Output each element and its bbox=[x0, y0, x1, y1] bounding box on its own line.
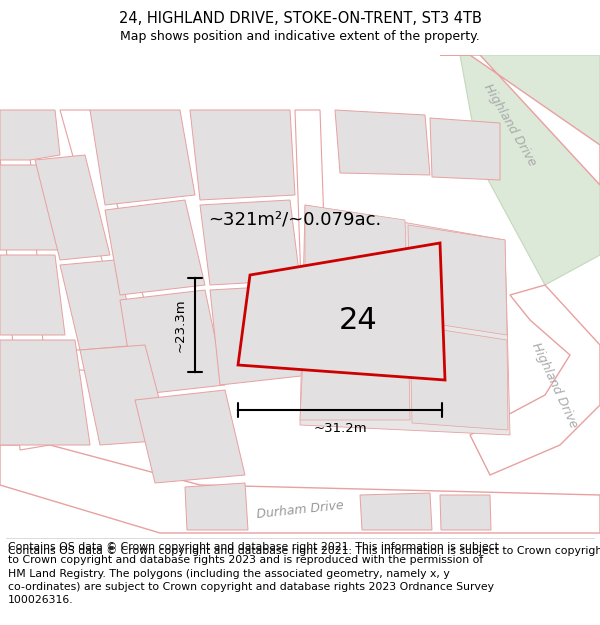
Polygon shape bbox=[295, 110, 330, 400]
Polygon shape bbox=[0, 110, 60, 160]
Polygon shape bbox=[0, 255, 65, 335]
Text: Highland Drive: Highland Drive bbox=[529, 340, 581, 430]
Text: ~31.2m: ~31.2m bbox=[313, 422, 367, 435]
Polygon shape bbox=[210, 285, 310, 385]
Polygon shape bbox=[105, 200, 205, 295]
Text: Contains OS data © Crown copyright and database right 2021. This information is : Contains OS data © Crown copyright and d… bbox=[8, 542, 499, 605]
Polygon shape bbox=[0, 445, 600, 533]
Polygon shape bbox=[470, 285, 600, 475]
Polygon shape bbox=[360, 493, 432, 530]
Polygon shape bbox=[0, 155, 50, 450]
Polygon shape bbox=[80, 345, 170, 445]
Polygon shape bbox=[238, 243, 445, 380]
Polygon shape bbox=[440, 495, 491, 530]
Polygon shape bbox=[430, 118, 500, 180]
Polygon shape bbox=[200, 200, 300, 285]
Polygon shape bbox=[120, 290, 225, 395]
Text: Map shows position and indicative extent of the property.: Map shows position and indicative extent… bbox=[120, 30, 480, 43]
Text: ~321m²/~0.079ac.: ~321m²/~0.079ac. bbox=[208, 211, 382, 229]
Polygon shape bbox=[300, 315, 410, 420]
Polygon shape bbox=[410, 325, 508, 430]
Polygon shape bbox=[408, 225, 507, 335]
Text: 24: 24 bbox=[339, 306, 377, 335]
Text: Highland Drive: Highland Drive bbox=[481, 81, 539, 169]
Polygon shape bbox=[0, 340, 90, 445]
Polygon shape bbox=[60, 110, 160, 360]
Polygon shape bbox=[305, 205, 408, 315]
Polygon shape bbox=[190, 110, 295, 200]
Text: ~23.3m: ~23.3m bbox=[174, 298, 187, 352]
Polygon shape bbox=[440, 55, 600, 185]
Polygon shape bbox=[0, 345, 160, 375]
Polygon shape bbox=[0, 165, 70, 250]
Polygon shape bbox=[185, 483, 248, 530]
Polygon shape bbox=[60, 260, 140, 350]
Polygon shape bbox=[335, 110, 430, 175]
Polygon shape bbox=[460, 55, 600, 285]
Text: 24, HIGHLAND DRIVE, STOKE-ON-TRENT, ST3 4TB: 24, HIGHLAND DRIVE, STOKE-ON-TRENT, ST3 … bbox=[119, 11, 481, 26]
Polygon shape bbox=[135, 390, 245, 483]
Polygon shape bbox=[90, 110, 195, 205]
Polygon shape bbox=[35, 155, 110, 260]
Polygon shape bbox=[300, 205, 510, 435]
Text: Durham Drive: Durham Drive bbox=[256, 499, 344, 521]
Text: Contains OS data © Crown copyright and database right 2021. This information is : Contains OS data © Crown copyright and d… bbox=[8, 546, 600, 556]
